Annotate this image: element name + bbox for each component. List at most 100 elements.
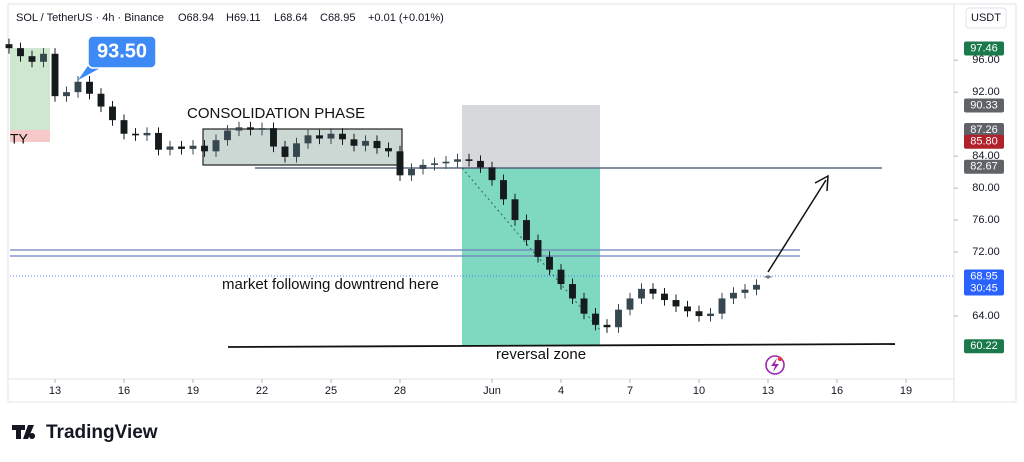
candle-body — [707, 313, 714, 317]
candle-body — [212, 140, 220, 152]
price-badge — [964, 123, 1004, 138]
candle-body — [304, 135, 312, 144]
y-tick-label: 96.00 — [972, 54, 1000, 66]
candle-body — [661, 293, 668, 301]
candle-body — [224, 130, 231, 141]
price-badge-label: 87.26 — [970, 124, 998, 136]
candle-body — [281, 146, 289, 157]
callout-box — [87, 35, 157, 69]
brand-logo — [12, 425, 36, 439]
event-icon-bolt — [771, 358, 779, 372]
candle-body — [477, 160, 484, 168]
price-badge-label: 68.95 — [970, 270, 998, 282]
candle-body — [603, 324, 611, 328]
y-tick-label: 64.00 — [972, 310, 1000, 322]
candle-body — [396, 151, 404, 176]
candle-body — [120, 120, 128, 134]
price-badge-label: 85.80 — [970, 136, 998, 148]
candle-body — [626, 298, 634, 310]
price-callout: 93.50 — [78, 35, 157, 81]
candle-body — [293, 143, 300, 157]
ohlc-change: +0.01 (+0.01%) — [368, 12, 444, 24]
candle-body — [385, 148, 392, 152]
candle-body — [695, 311, 703, 317]
candle-body — [500, 180, 507, 200]
candle-body — [362, 140, 369, 146]
candle-body — [201, 145, 208, 152]
callout-label: 93.50 — [97, 40, 147, 62]
candle-body — [684, 306, 691, 312]
candle-body — [431, 163, 438, 165]
candle-body — [143, 132, 151, 136]
price-badge — [964, 339, 1004, 354]
candle-body — [235, 127, 243, 131]
ohlc-close: C68.95 — [320, 12, 355, 24]
x-tick-label: 22 — [256, 385, 268, 397]
candle-body — [741, 289, 749, 293]
candle-body — [649, 288, 657, 294]
y-tick-label: 84.00 — [972, 150, 1000, 162]
candle-body — [638, 288, 645, 299]
candle-body — [339, 133, 346, 140]
target-zone — [462, 168, 600, 346]
candle-body — [419, 164, 427, 169]
candle-body — [51, 53, 59, 97]
y-tick-label: 72.00 — [972, 246, 1000, 258]
candle-body — [350, 139, 358, 146]
candle-body — [17, 48, 24, 57]
consolidation-box — [202, 128, 403, 166]
candle-body — [592, 313, 599, 325]
candle-body — [373, 140, 381, 149]
candle-body — [672, 300, 680, 307]
candle-body — [63, 92, 70, 97]
candle-body — [155, 132, 162, 150]
x-tick-label: 19 — [187, 385, 199, 397]
candle-body — [247, 127, 254, 130]
currency-box[interactable] — [965, 7, 1007, 29]
x-tick-label: 16 — [831, 385, 843, 397]
candle-body — [534, 240, 542, 257]
candle-body — [86, 81, 93, 94]
price-badge-label: 82.67 — [970, 161, 998, 173]
arrow-head — [814, 174, 829, 192]
candle-body — [753, 284, 760, 290]
candle-body — [408, 168, 415, 176]
currency[interactable]: USDT — [971, 12, 1001, 24]
price-badge — [964, 98, 1004, 113]
candle-body — [74, 81, 82, 93]
candle-body — [109, 106, 116, 121]
price-badge — [964, 159, 1004, 174]
x-tick-label: 4 — [558, 385, 564, 397]
candle-body — [488, 167, 496, 181]
candle-body — [718, 298, 726, 314]
trend-line — [461, 167, 601, 331]
price-badge — [964, 134, 1004, 149]
candle-body — [465, 159, 473, 161]
candle-body — [764, 276, 772, 278]
ohlc-open: O68.94 — [178, 12, 214, 24]
y-tick-label: 80.00 — [972, 182, 1000, 194]
price-badge — [964, 41, 1004, 56]
x-tick-label: 13 — [762, 385, 774, 397]
candle-body — [270, 128, 277, 147]
annotation: TY — [10, 131, 29, 147]
candle-body — [316, 135, 323, 139]
candle-body — [546, 256, 553, 270]
candle-body — [40, 53, 47, 62]
candle-body — [28, 56, 36, 62]
candles — [5, 38, 772, 333]
candle-body — [557, 269, 565, 285]
x-tick-label: 10 — [693, 385, 705, 397]
candle-body — [442, 161, 450, 164]
projection-arrow — [767, 179, 827, 273]
event-icon[interactable] — [765, 355, 785, 375]
annotation: CONSOLIDATION PHASE — [187, 105, 365, 122]
candle-body — [511, 199, 519, 221]
candle-body — [178, 146, 185, 149]
ohlc-low: L68.64 — [274, 12, 308, 24]
x-tick-label: 16 — [118, 385, 130, 397]
price-badge-label: 60.22 — [970, 340, 998, 352]
candle-body — [132, 133, 139, 136]
